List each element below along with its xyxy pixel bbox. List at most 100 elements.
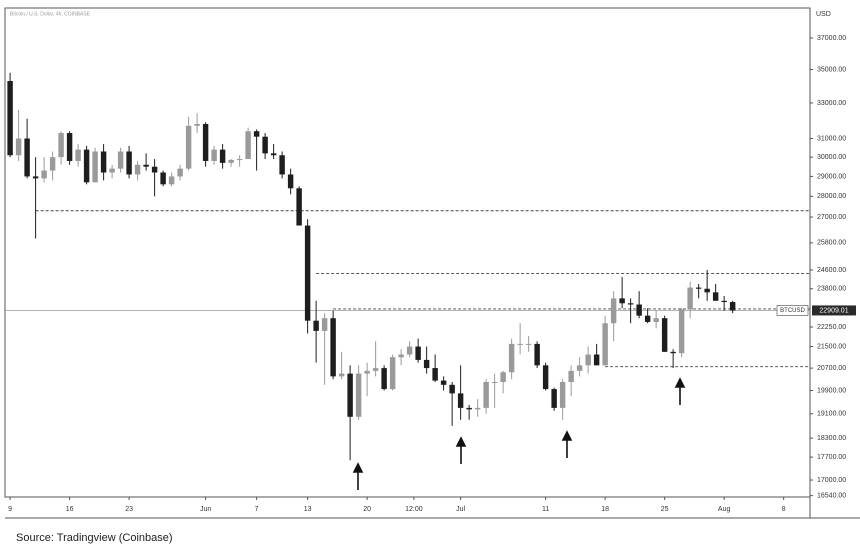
candle-body <box>143 164 149 167</box>
candle-body <box>559 381 566 408</box>
candle-body <box>202 124 209 161</box>
candle-body <box>729 302 736 311</box>
y-tick-label: 22250.00 <box>817 324 846 331</box>
candle-body <box>279 155 285 175</box>
candle-body <box>670 351 676 354</box>
candle-body <box>474 407 481 410</box>
candle-body <box>551 389 557 408</box>
y-tick-label: 20700.00 <box>817 365 846 372</box>
y-unit: USD <box>816 11 831 18</box>
x-tick-label: 20 <box>363 506 371 513</box>
candle-body <box>117 151 124 169</box>
candle-body <box>211 149 217 161</box>
x-tick-label: 7 <box>255 506 259 513</box>
y-tick-label: 19900.00 <box>817 387 846 394</box>
chart-title: Bitcoin / U.S. Dollar, 4h, COINBASE <box>10 11 91 17</box>
candle-body <box>398 354 404 358</box>
candle-body <box>270 153 277 156</box>
candle-body <box>92 151 98 183</box>
candle-body <box>610 298 617 324</box>
candle-body <box>330 318 336 377</box>
x-tick-label: 25 <box>661 506 669 513</box>
x-tick-label: 11 <box>542 506 549 513</box>
y-tick-label: 33000.00 <box>817 100 846 107</box>
candle-body <box>245 131 251 160</box>
candle-body <box>389 357 396 390</box>
candle-body <box>41 170 47 179</box>
candle-body <box>500 372 506 382</box>
candle-body <box>321 318 328 331</box>
candle-body <box>262 136 268 154</box>
x-tick-label: 9 <box>8 506 12 513</box>
candle-body <box>568 370 574 382</box>
candle-body <box>355 373 362 417</box>
y-tick-label: 18300.00 <box>817 435 846 442</box>
candle-body <box>253 131 260 137</box>
price-tag-name-box <box>776 305 809 316</box>
y-tick-label: 25800.00 <box>817 240 846 247</box>
x-tick-label: Aug <box>718 506 731 513</box>
candle-body <box>636 304 642 316</box>
candle-body <box>644 315 651 322</box>
candle-body <box>194 124 200 126</box>
arrows <box>352 377 686 490</box>
candle-body <box>126 151 132 175</box>
candle-body <box>160 172 166 185</box>
candle-body <box>466 407 472 410</box>
candle-body <box>491 381 498 383</box>
candle-body <box>423 359 430 369</box>
candle-body <box>7 81 13 156</box>
price-tag-value: 22909.01 <box>819 307 848 314</box>
candle-body <box>576 365 583 371</box>
x-tick-label: 18 <box>601 506 609 513</box>
candle-body <box>151 166 158 173</box>
candle-body <box>661 318 668 352</box>
candle-body <box>287 174 294 189</box>
x-tick-label: 16 <box>66 506 74 513</box>
candle-body <box>219 149 226 163</box>
x-tick-label: Jul <box>456 506 465 513</box>
candle-body <box>49 157 56 171</box>
candle-body <box>236 159 243 161</box>
candle-body <box>542 365 549 390</box>
candle-body <box>593 354 600 366</box>
candle-body <box>75 149 81 161</box>
candle-body <box>347 373 353 417</box>
candle-body <box>185 125 192 169</box>
y-tick-label: 23800.00 <box>817 286 846 293</box>
candle-body <box>109 168 115 173</box>
candle-body <box>406 346 413 355</box>
candle-body <box>15 138 22 156</box>
candle-body <box>100 151 107 173</box>
candle-body <box>627 303 634 305</box>
candle-body <box>525 343 532 345</box>
candle-body <box>619 298 625 304</box>
candle-body <box>24 138 30 177</box>
x-tick-label: 8 <box>782 506 786 513</box>
x-tick-label: 12:00 <box>405 506 423 513</box>
y-tick-label: 27000.00 <box>817 214 846 221</box>
candle-body <box>168 176 175 185</box>
candle-body <box>304 225 311 321</box>
candle-body <box>228 159 234 163</box>
candle-body <box>338 373 345 377</box>
candle-body <box>177 168 183 177</box>
candle-body <box>296 188 302 226</box>
y-tick-label: 37000.00 <box>817 35 846 42</box>
candle-body <box>432 368 438 381</box>
candle-body <box>134 164 141 175</box>
candle-body <box>457 393 464 408</box>
candle-body <box>534 343 540 366</box>
x-tick-label: Jun <box>200 506 211 513</box>
candle-body <box>695 287 702 289</box>
source-note: Source: Tradingview (Coinbase) <box>16 532 173 544</box>
candle-body <box>364 370 370 374</box>
candle-body <box>415 346 421 360</box>
candle-body <box>653 318 659 322</box>
y-tick-label: 30000.00 <box>817 154 846 161</box>
candle-body <box>372 368 379 371</box>
y-tick-label: 35000.00 <box>817 66 846 73</box>
y-tick-label: 29000.00 <box>817 173 846 180</box>
candle-body <box>381 368 387 390</box>
